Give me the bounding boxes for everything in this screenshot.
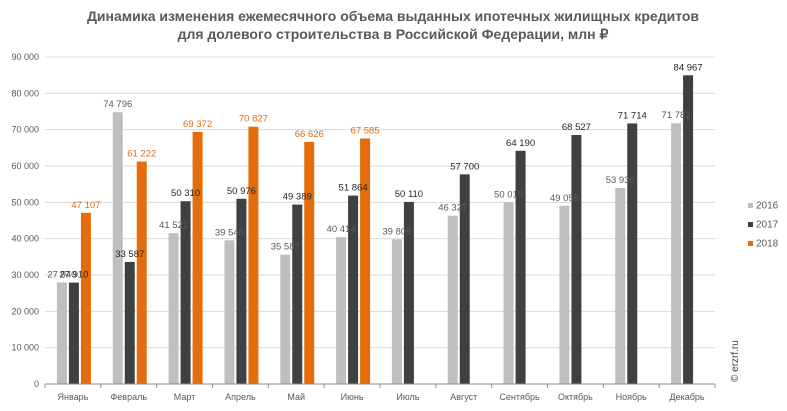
x-tick-label: Август <box>450 392 477 402</box>
data-label-2016: 35 587 <box>271 242 300 253</box>
bar-2018 <box>192 131 203 384</box>
bar-2018 <box>80 212 91 384</box>
x-tick-label: Декабрь <box>670 392 705 402</box>
bar-2016 <box>112 112 123 384</box>
bar-2017 <box>403 201 414 384</box>
bar-2017 <box>124 261 135 384</box>
x-axis: Январь Февраль Март Апрель Май Июнь Июль Август… <box>44 383 716 402</box>
data-label-2016: 46 327 <box>438 203 467 214</box>
x-tick-label: Январь <box>57 392 88 402</box>
data-label-2017: 57 700 <box>450 161 479 172</box>
data-label-2016: 41 521 <box>159 220 188 231</box>
data-label-2018: 61 222 <box>127 149 156 160</box>
data-label-2016: 49 058 <box>550 193 579 204</box>
data-label-2017: 71 714 <box>618 110 647 121</box>
data-label-2016: 39 548 <box>215 227 244 238</box>
x-tick-label: Июль <box>396 392 419 402</box>
data-label-2016: 40 414 <box>327 224 356 235</box>
gridlines <box>45 56 715 349</box>
y-tick-label: 60 000 <box>11 161 39 171</box>
data-label-2016: 74 796 <box>103 99 132 110</box>
data-label-2016: 39 809 <box>382 226 411 237</box>
legend-label-2016: 2016 <box>756 201 779 212</box>
data-label-2017: 64 190 <box>506 138 535 149</box>
y-tick-label: 20 000 <box>11 306 39 316</box>
x-tick-label: Февраль <box>110 392 147 402</box>
legend-label-2017: 2017 <box>756 220 779 231</box>
chart-title: Динамика изменения ежемесячного объема в… <box>87 8 699 24</box>
bar-2018 <box>136 161 147 384</box>
legend: 2016 2017 2018 <box>748 201 779 250</box>
bar-2017 <box>348 195 359 384</box>
x-tick-label: Сентябрь <box>499 392 540 402</box>
x-tick-label: Апрель <box>225 392 256 402</box>
data-label-2017: 84 967 <box>674 62 703 73</box>
legend-swatch-2018 <box>748 241 753 246</box>
bar-2017 <box>459 174 470 384</box>
legend-label-2018: 2018 <box>756 239 779 250</box>
bar-2016 <box>56 282 67 384</box>
y-tick-label: 0 <box>34 379 39 389</box>
bar-2017 <box>683 75 694 385</box>
data-label-2016: 27 940 <box>47 269 76 280</box>
data-label-2018: 70 827 <box>239 114 268 125</box>
legend-swatch-2016 <box>748 203 753 208</box>
chart-subtitle: для долевого строительства в Российской … <box>178 26 609 42</box>
x-tick-label: Март <box>174 392 196 402</box>
y-tick-label: 90 000 <box>11 52 39 62</box>
bar-2017 <box>515 150 526 384</box>
data-label-2017: 50 310 <box>171 188 200 199</box>
data-label-2017: 49 389 <box>283 192 312 203</box>
bar-2016 <box>280 254 291 384</box>
y-tick-label: 10 000 <box>11 343 39 353</box>
data-label-2016: 50 019 <box>494 189 523 200</box>
bar-2016 <box>671 123 682 384</box>
data-labels: 27 940 74 796 41 521 39 548 35 587 40 414 39 8… <box>47 62 702 280</box>
y-tick-label: 40 000 <box>11 234 39 244</box>
x-tick-label: Июнь <box>341 392 364 402</box>
data-label-2017: 68 527 <box>562 122 591 133</box>
data-label-2018: 66 626 <box>295 129 324 140</box>
bar-2016 <box>391 239 402 384</box>
data-label-2016: 71 781 <box>662 110 691 121</box>
y-axis: 0 10 000 20 000 30 000 40 000 50 000 60 000 70 … <box>11 52 39 389</box>
bar-2016 <box>615 188 626 384</box>
y-tick-label: 50 000 <box>11 197 39 207</box>
x-tick-label: Май <box>287 392 305 402</box>
bar-2016 <box>559 205 570 384</box>
data-label-2017: 51 864 <box>339 183 368 194</box>
bar-2017 <box>236 198 247 384</box>
bar-2018 <box>304 141 315 384</box>
bar-2017 <box>292 204 303 384</box>
data-label-2018: 47 107 <box>71 200 100 211</box>
x-tick-label: Октябрь <box>558 392 593 402</box>
bar-2016 <box>224 240 235 384</box>
data-label-2017: 50 110 <box>395 189 423 200</box>
data-label-2016: 53 936 <box>606 175 635 186</box>
bar-2018 <box>248 126 259 385</box>
data-label-2017: 50 976 <box>227 186 256 197</box>
bar-2017 <box>627 123 638 384</box>
data-label-2017: 33 587 <box>115 249 144 260</box>
bar-2017 <box>68 282 79 384</box>
watermark: © erzrf.ru <box>730 340 741 382</box>
data-label-2018: 69 372 <box>183 119 212 130</box>
bar-2017 <box>571 135 582 384</box>
x-tick-label: Ноябрь <box>616 392 648 402</box>
y-tick-label: 80 000 <box>11 88 39 98</box>
y-tick-label: 70 000 <box>11 125 39 135</box>
data-label-2018: 67 585 <box>351 125 380 136</box>
y-tick-label: 30 000 <box>11 270 39 280</box>
bar-2016 <box>447 215 458 384</box>
legend-swatch-2017 <box>748 222 753 227</box>
bar-2016 <box>336 237 347 384</box>
data-label-2017: 27 910 <box>59 270 88 281</box>
bar-2017 <box>180 201 191 384</box>
bar-2016 <box>503 202 514 384</box>
bar-2016 <box>168 233 179 384</box>
bar-2018 <box>360 138 371 384</box>
bars <box>56 75 694 385</box>
